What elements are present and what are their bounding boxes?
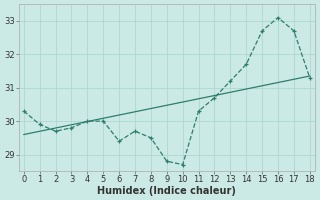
- X-axis label: Humidex (Indice chaleur): Humidex (Indice chaleur): [97, 186, 236, 196]
